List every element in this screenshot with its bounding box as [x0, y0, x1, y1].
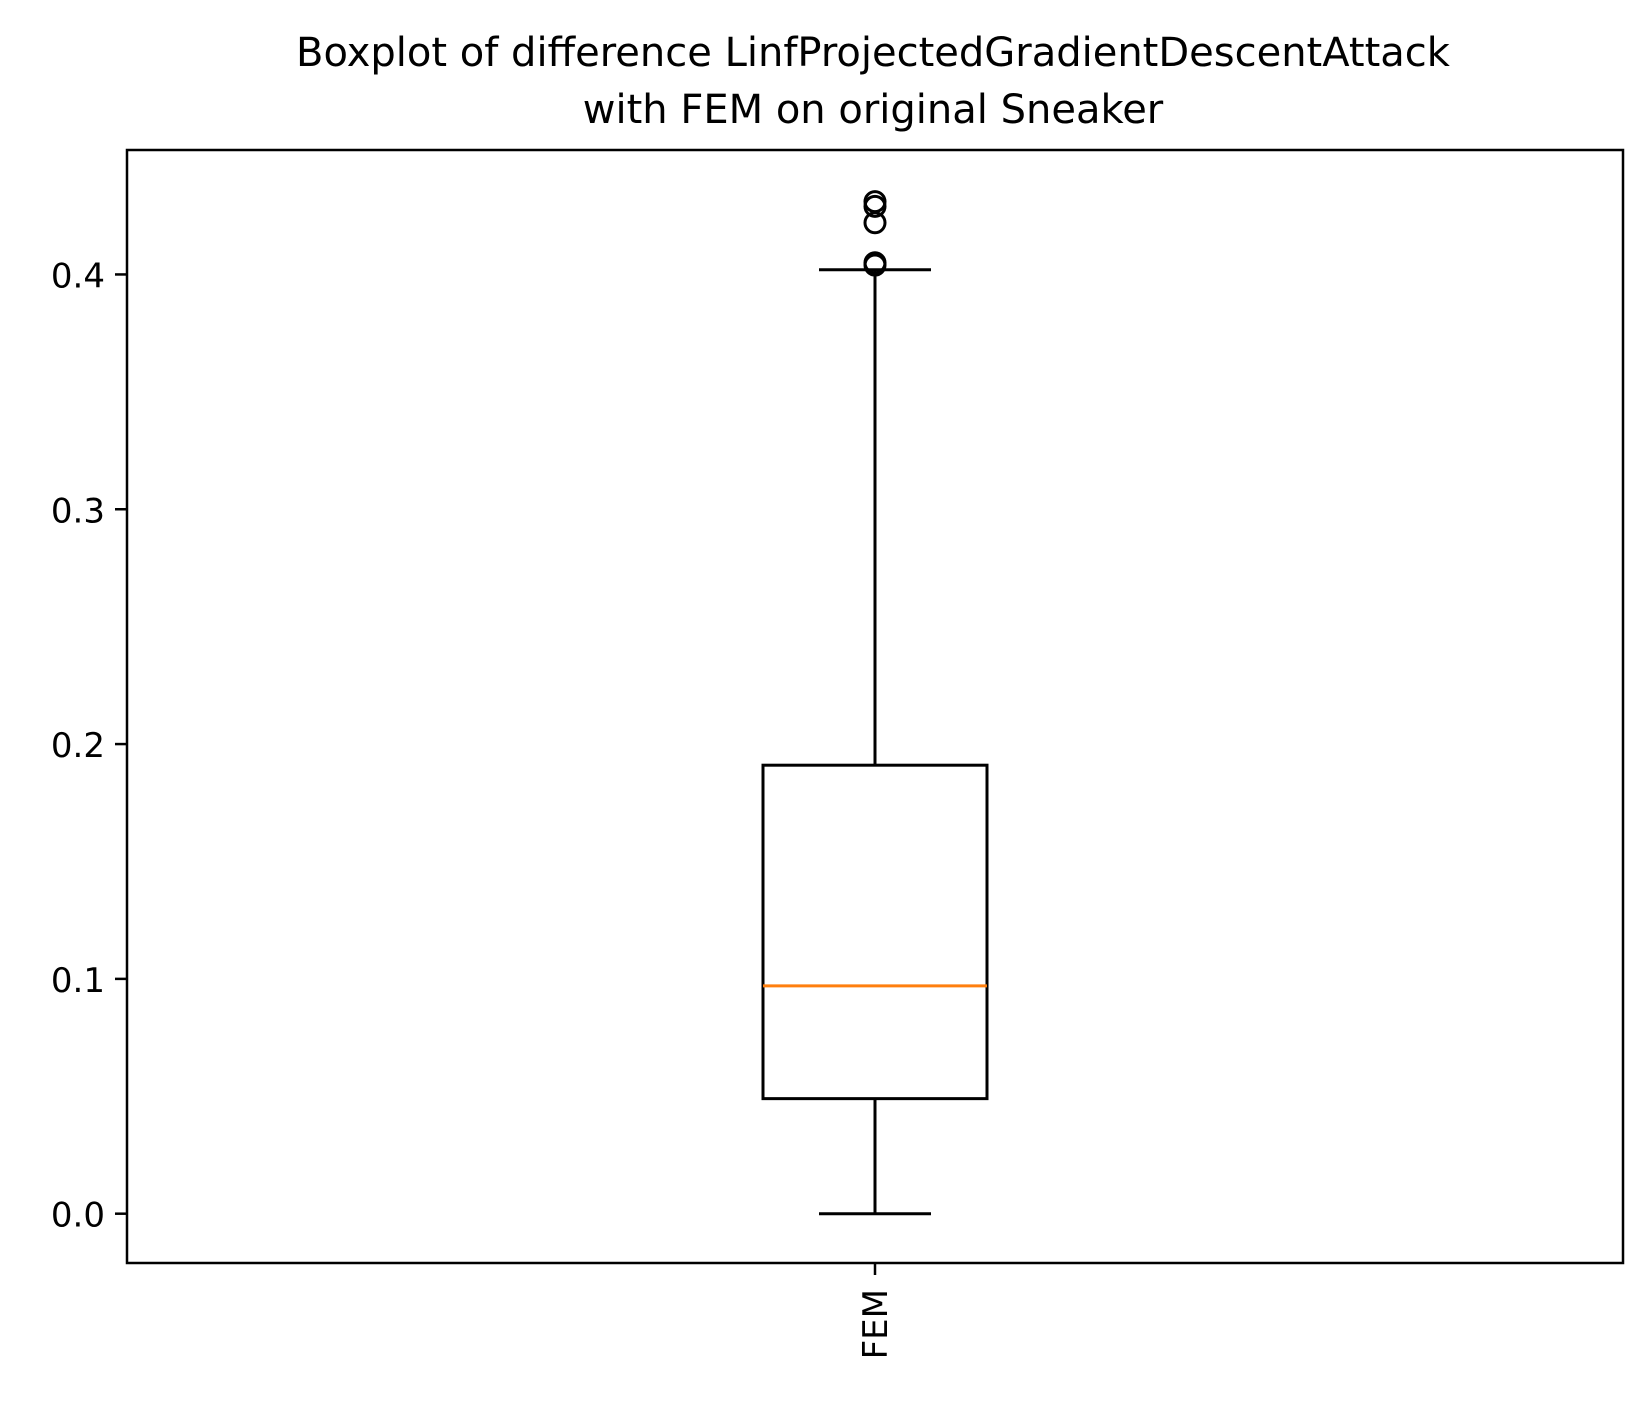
outlier-point — [863, 190, 887, 214]
chart-title-line-2: with FEM on original Sneaker — [583, 87, 1164, 133]
y-tick-label: 0.2 — [51, 726, 105, 766]
y-tick-label: 0.1 — [51, 961, 105, 1001]
x-tick-label: FEM — [856, 1289, 896, 1359]
y-tick-label: 0.3 — [51, 491, 105, 531]
chart-title-line-1: Boxplot of difference LinfProjectedGradi… — [296, 30, 1451, 76]
axes-frame — [125, 148, 1625, 1265]
plot-area: 0.0 0.1 0.2 0.3 0.4 FEM — [51, 190, 989, 1359]
iqr-box — [761, 763, 989, 1101]
y-tick-label: 0.0 — [51, 1196, 105, 1236]
y-tick-label: 0.4 — [51, 256, 105, 296]
outlier-point — [863, 251, 887, 275]
